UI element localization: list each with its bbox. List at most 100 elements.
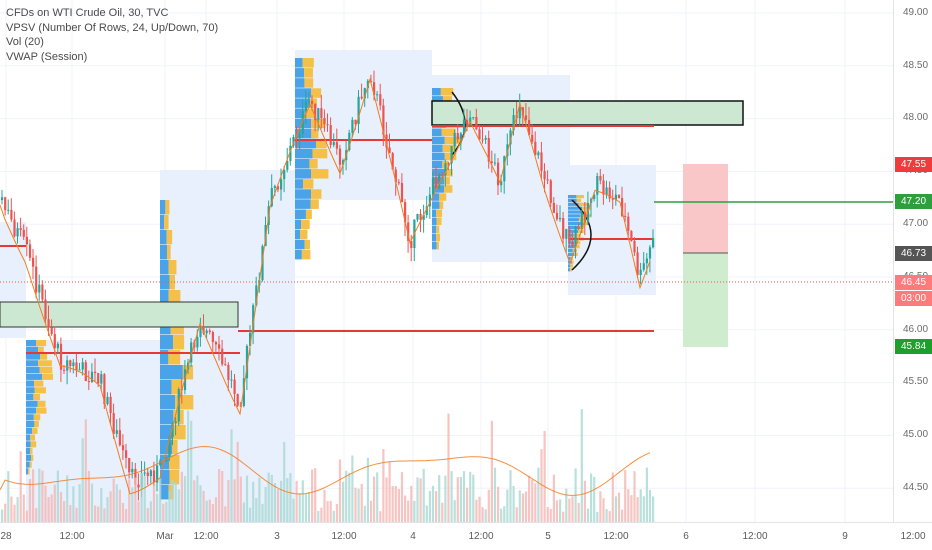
volume-bar bbox=[484, 509, 487, 522]
volume-profile-bar bbox=[432, 225, 437, 234]
volume-profile-bar bbox=[444, 185, 453, 193]
volume-bar bbox=[376, 472, 379, 522]
volume-bar bbox=[503, 506, 506, 522]
volume-bar bbox=[599, 491, 602, 522]
volume-bar bbox=[149, 501, 152, 522]
time-axis[interactable]: 28 12:00 Mar 12:00 3 12:00 4 12:00 5 12:… bbox=[0, 522, 932, 550]
volume-bar bbox=[168, 490, 171, 522]
volume-bar bbox=[602, 498, 605, 522]
volume-bar bbox=[596, 511, 599, 522]
volume-profile-bar bbox=[37, 400, 46, 407]
volume-bar bbox=[118, 489, 121, 522]
volume-bar bbox=[44, 485, 47, 522]
candle-body bbox=[388, 147, 391, 154]
volume-bar bbox=[363, 505, 366, 522]
candle-body bbox=[518, 107, 521, 119]
candle-body bbox=[47, 319, 50, 328]
candle-body bbox=[252, 305, 255, 333]
volume-bar bbox=[35, 508, 38, 522]
volume-bar bbox=[543, 431, 546, 522]
volume-bar bbox=[236, 441, 239, 522]
candle-body bbox=[354, 119, 357, 125]
volume-profile-bar bbox=[309, 159, 318, 169]
volume-profile-bar bbox=[312, 148, 328, 159]
candle-body bbox=[335, 142, 338, 149]
candle-body bbox=[276, 186, 280, 190]
volume-profile-bar bbox=[295, 159, 310, 169]
price-chart-canvas[interactable] bbox=[0, 0, 893, 522]
volume-bar bbox=[199, 485, 202, 522]
volume-profile-bar bbox=[167, 245, 171, 260]
volume-profile-bar bbox=[295, 78, 305, 88]
volume-profile-bar bbox=[578, 202, 588, 206]
price-tick-label: 47.00 bbox=[903, 218, 929, 229]
indicator-vwap-label[interactable]: VWAP (Session) bbox=[6, 50, 88, 63]
volume-bar bbox=[335, 504, 338, 522]
volume-bar bbox=[1, 509, 4, 522]
volume-bar bbox=[314, 468, 317, 522]
volume-bar bbox=[515, 507, 518, 522]
indicator-vpsv-label[interactable]: VPSV (Number Of Rows, 24, Up/Down, 70) bbox=[6, 21, 219, 34]
candle-body bbox=[149, 470, 152, 477]
volume-bar bbox=[459, 477, 462, 522]
volume-bar bbox=[475, 499, 478, 522]
volume-profile-bar bbox=[30, 448, 33, 455]
price-tick-label: 45.50 bbox=[903, 376, 929, 387]
candle-body bbox=[1, 197, 4, 200]
volume-profile-bar bbox=[26, 367, 40, 374]
volume-profile-bar bbox=[432, 233, 437, 242]
price-axis[interactable]: 49.00 48.50 48.00 47.50 47.00 46.50 46.0… bbox=[893, 0, 932, 522]
volume-bar bbox=[233, 479, 236, 522]
candle-body bbox=[171, 423, 174, 438]
volume-bar bbox=[394, 486, 397, 522]
indicator-vol-label[interactable]: Vol (20) bbox=[6, 36, 44, 48]
symbol-title[interactable]: CFDs on WTI Crude Oil, 30, TVC bbox=[6, 7, 169, 19]
candle-body bbox=[497, 162, 500, 186]
volume-bar bbox=[94, 505, 97, 522]
volume-profile-bar bbox=[441, 128, 456, 136]
candle-body bbox=[28, 244, 32, 258]
volume-profile-bar bbox=[295, 148, 313, 159]
candle-body bbox=[636, 252, 639, 275]
volume-bar bbox=[621, 509, 624, 522]
volume-profile-bar bbox=[172, 425, 186, 440]
candle-body bbox=[273, 186, 276, 188]
volume-bar bbox=[146, 507, 149, 522]
chart-pane[interactable]: CFDs on WTI Crude Oil, 30, TVC VPSV (Num… bbox=[0, 0, 893, 522]
time-tick-label: 12:00 bbox=[603, 531, 629, 542]
volume-bar bbox=[652, 496, 655, 522]
resistance-zone bbox=[431, 100, 744, 126]
candle-body bbox=[211, 332, 214, 343]
candle-body bbox=[472, 117, 475, 119]
volume-bar bbox=[183, 476, 187, 522]
volume-bar bbox=[81, 438, 84, 522]
volume-bar bbox=[357, 488, 360, 522]
volume-bar bbox=[165, 501, 168, 522]
volume-profile-bar bbox=[33, 414, 41, 421]
volume-profile-bar bbox=[26, 468, 29, 475]
volume-bar bbox=[369, 500, 373, 522]
volume-profile-bar bbox=[30, 441, 37, 448]
volume-profile-bar bbox=[168, 290, 181, 305]
volume-profile-bar bbox=[36, 407, 47, 414]
volume-profile-bar bbox=[168, 350, 181, 365]
volume-profile-bar bbox=[568, 256, 571, 260]
stop-loss-price-badge: 47.55 bbox=[895, 157, 932, 172]
candle-body bbox=[152, 470, 156, 483]
volume-profile-bar bbox=[436, 209, 443, 217]
time-tick-label: 12:00 bbox=[331, 531, 357, 542]
candle-body bbox=[208, 330, 211, 333]
volume-bar bbox=[617, 492, 621, 522]
candle-body bbox=[521, 107, 524, 116]
volume-profile-bar bbox=[32, 427, 38, 434]
volume-bar bbox=[162, 503, 165, 522]
volume-bar bbox=[276, 489, 280, 522]
candle-body bbox=[131, 468, 134, 473]
candle-body bbox=[512, 115, 515, 131]
time-tick-label: 9 bbox=[842, 531, 848, 542]
take-profit-zone bbox=[683, 253, 728, 347]
volume-profile-bar bbox=[26, 434, 31, 441]
volume-profile-bar bbox=[305, 209, 312, 219]
volume-bar bbox=[255, 498, 258, 522]
candle-body bbox=[630, 231, 633, 241]
